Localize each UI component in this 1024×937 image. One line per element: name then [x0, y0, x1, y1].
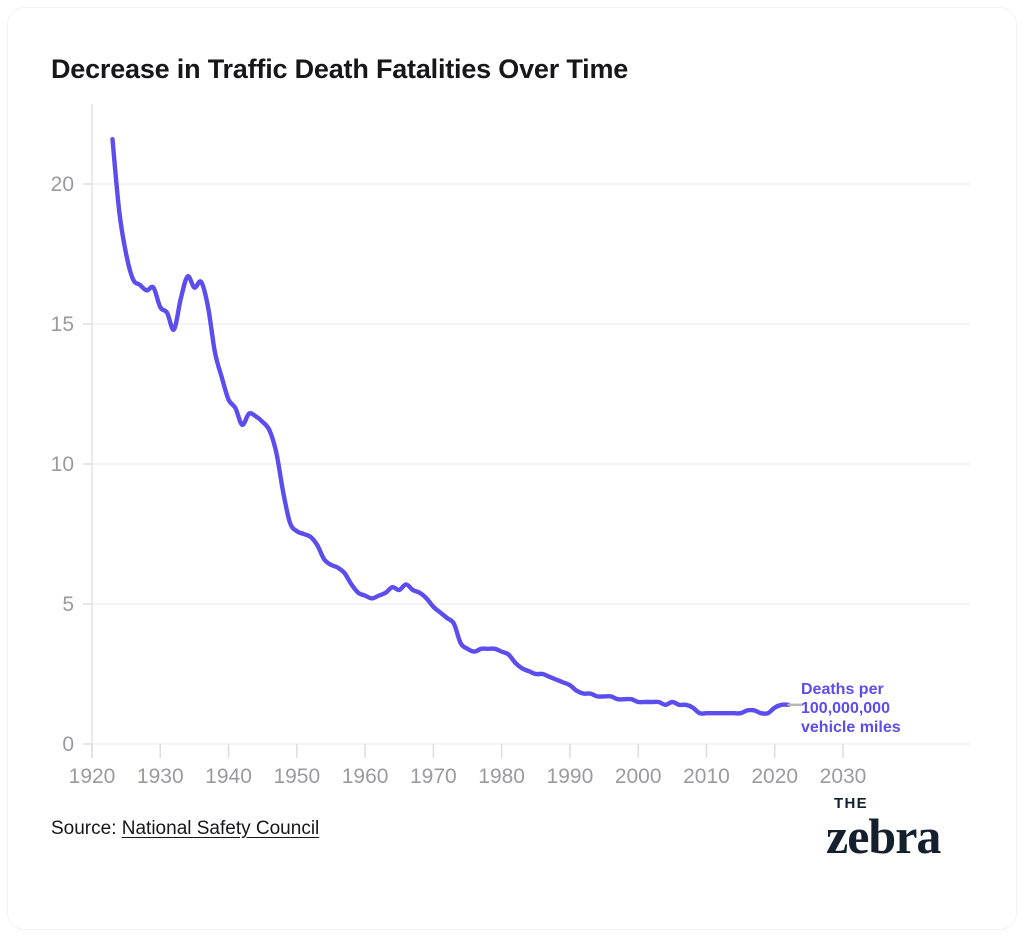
x-tick-label-1930: 1930: [137, 765, 184, 788]
series-annotation-label: Deaths per 100,000,000 vehicle miles: [801, 680, 951, 737]
chart-card: Decrease in Traffic Death Fatalities Ove…: [8, 8, 1016, 929]
data-series: [110, 137, 791, 716]
x-tick-label-1940: 1940: [205, 765, 252, 788]
chart-plot-area: 0 5 10 15 20 1920 1930 1940 1950 1960 1970 1980 199…: [8, 8, 1016, 929]
y-axis-tick-labels: 0 5 10 15 20: [51, 173, 74, 756]
x-tick-label-1970: 1970: [410, 765, 457, 788]
y-tick-label-20: 20: [51, 173, 74, 196]
x-tick-label-1920: 1920: [69, 765, 116, 788]
y-tick-label-10: 10: [51, 453, 74, 476]
x-tick-label-2020: 2020: [751, 765, 798, 788]
source-link[interactable]: National Safety Council: [121, 818, 320, 839]
source-prefix: Source:: [51, 818, 117, 839]
x-tick-label-2030: 2030: [820, 765, 867, 788]
annotation-line-2: 100,000,000: [801, 700, 890, 717]
x-tick-label-1950: 1950: [273, 765, 320, 788]
annotation-line-3: vehicle miles: [801, 719, 901, 736]
x-tick-label-1960: 1960: [342, 765, 389, 788]
line-chart-svg: 0 5 10 15 20 1920 1930 1940 1950 1960 1970 1980 199…: [51, 104, 970, 788]
x-axis-tick-labels: 1920 1930 1940 1950 1960 1970 1980 1990 2000 2010…: [69, 765, 867, 788]
axis-ticks: [83, 183, 844, 758]
x-tick-label-2010: 2010: [683, 765, 730, 788]
logo-zebra-text: zebra: [826, 808, 941, 864]
x-tick-label-1990: 1990: [547, 765, 594, 788]
page-title: Decrease in Traffic Death Fatalities Ove…: [51, 54, 629, 84]
the-zebra-logo: THE zebra: [826, 795, 978, 864]
x-tick-label-2000: 2000: [615, 765, 662, 788]
y-tick-label-15: 15: [51, 313, 74, 336]
series-line-0: [110, 137, 791, 716]
source-attribution: Source: National Safety Council: [51, 818, 319, 840]
y-tick-label-0: 0: [62, 733, 74, 756]
y-tick-label-5: 5: [62, 593, 74, 616]
annotation-line-1: Deaths per: [801, 681, 884, 698]
gridlines: [92, 183, 970, 745]
logo-the-text: THE: [834, 795, 868, 812]
x-tick-label-1980: 1980: [478, 765, 525, 788]
